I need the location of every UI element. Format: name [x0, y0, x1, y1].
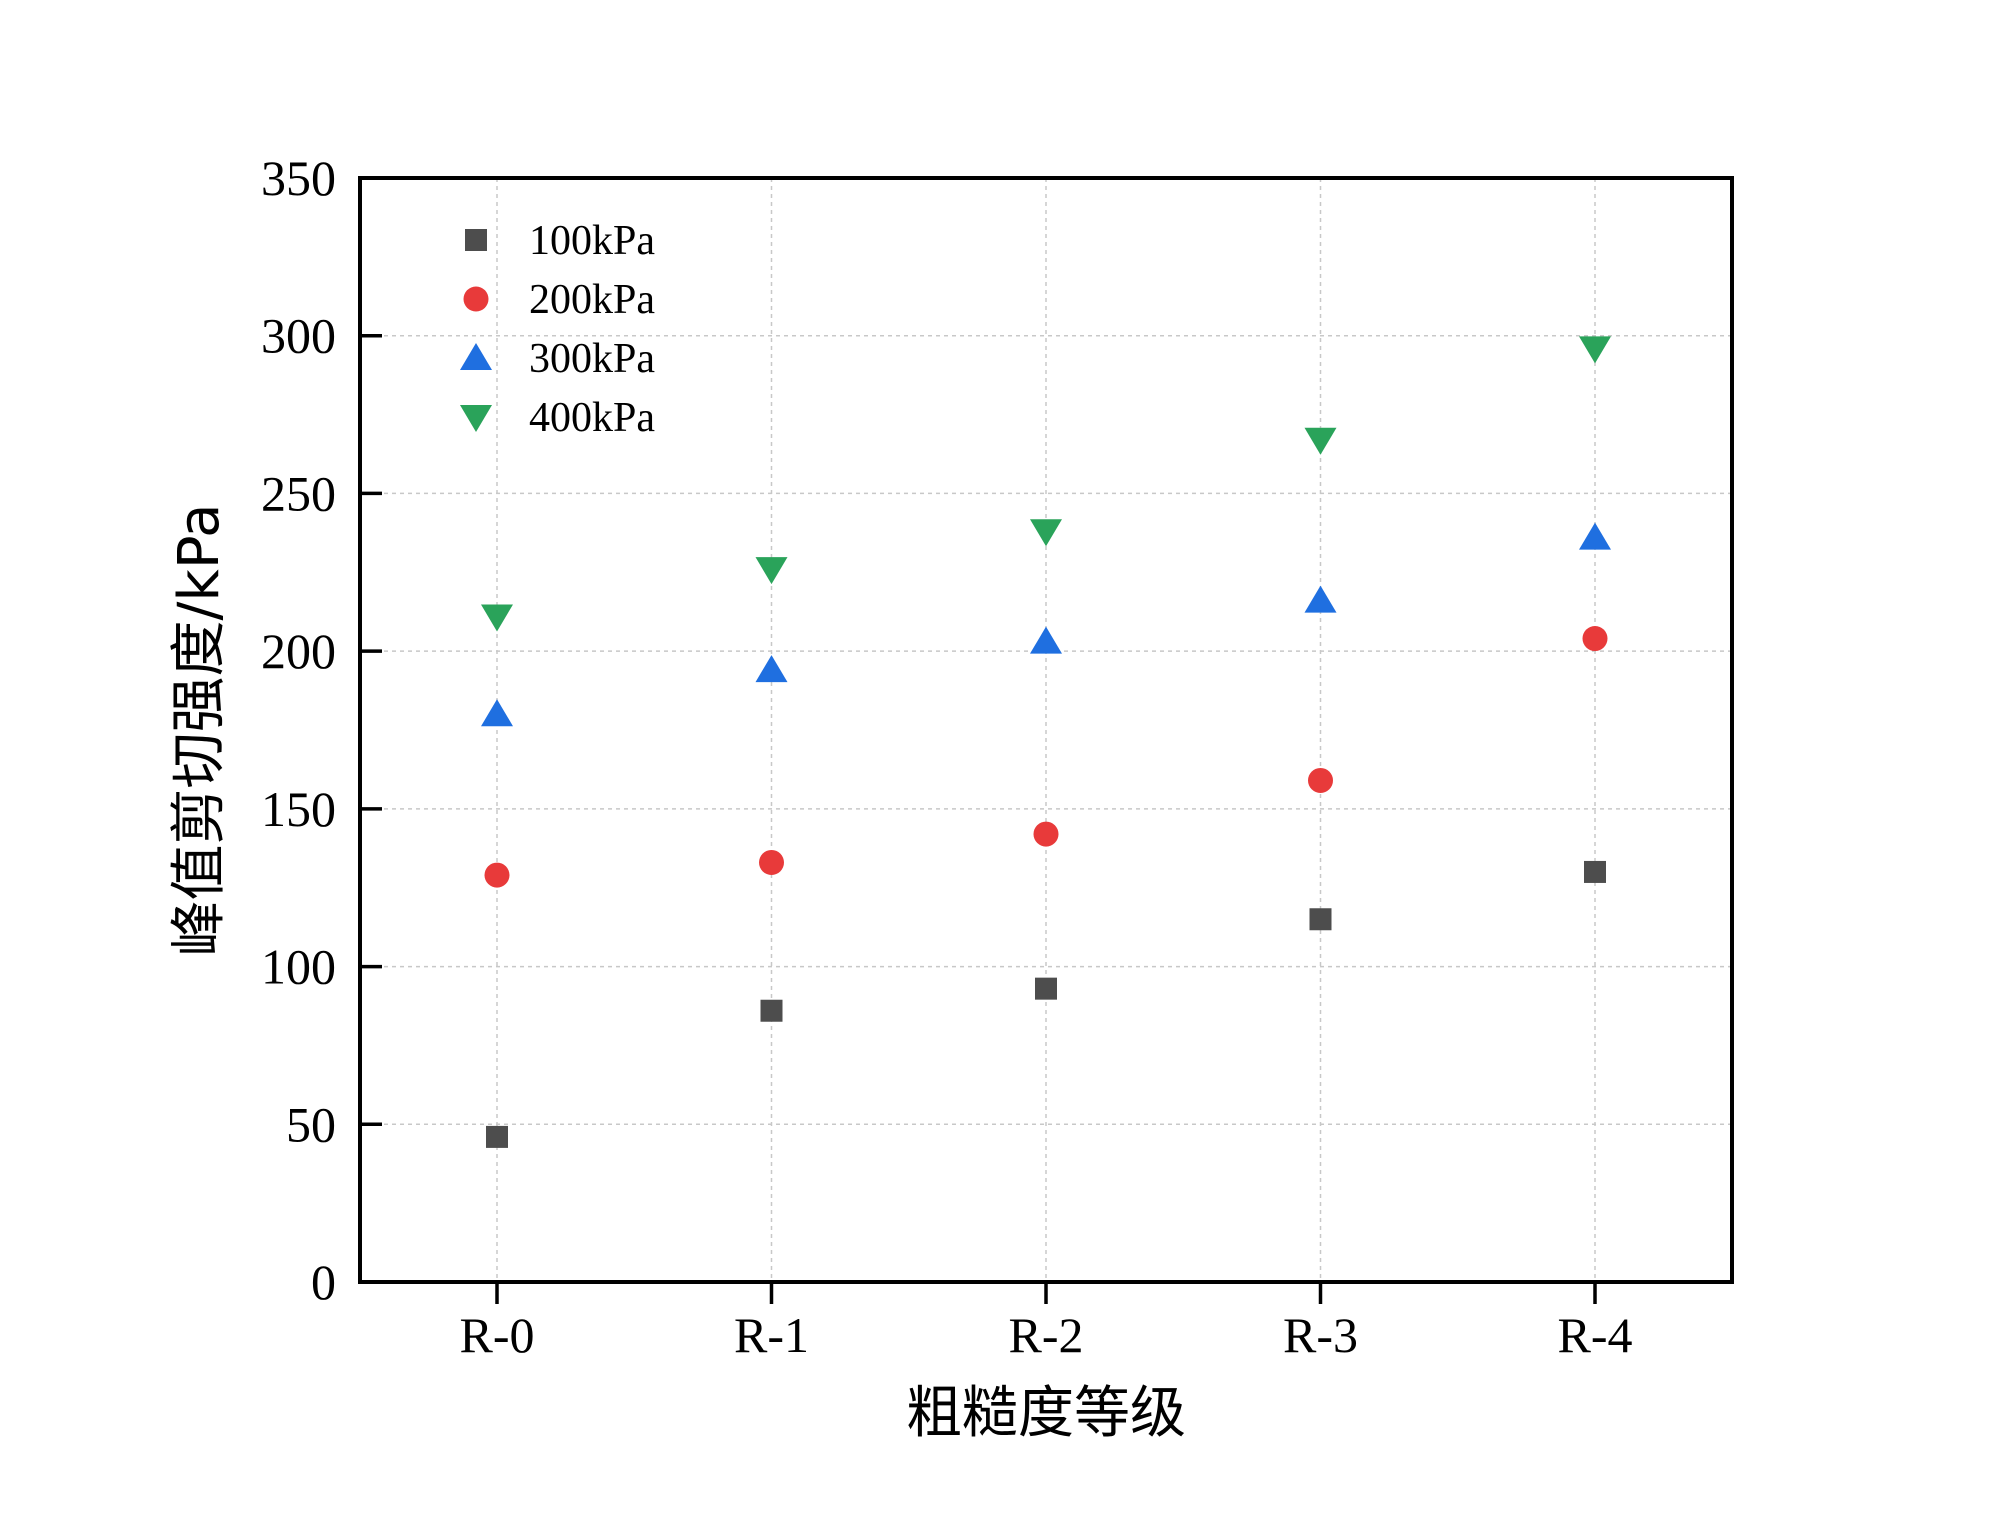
data-point-400kpa-r-0 [481, 604, 513, 632]
data-point-300kpa-r-0 [481, 699, 513, 727]
marker-layer [481, 336, 1611, 1148]
legend-marker-100kpa [465, 229, 487, 251]
data-point-100kpa-r-0 [486, 1125, 508, 1148]
legend-entry-100kpa: 100kPa [465, 218, 655, 264]
legend-label: 100kPa [529, 218, 655, 264]
data-point-400kpa-r-1 [755, 557, 788, 585]
x-tick-label-r-2: R-2 [1009, 1307, 1084, 1363]
y-axis-title: 峰值剪切强度/kPa [167, 504, 232, 957]
data-point-100kpa-r-1 [760, 999, 783, 1022]
x-axis-title: 粗糙度等级 [906, 1381, 1186, 1446]
y-tick-label: 50 [286, 1096, 336, 1152]
y-tick-label: 250 [261, 465, 336, 521]
y-tick-label: 300 [261, 308, 336, 364]
data-point-200kpa-r-1 [759, 849, 784, 875]
y-tick-label: 200 [261, 623, 336, 679]
legend-label: 200kPa [529, 277, 655, 323]
data-point-100kpa-r-4 [1584, 860, 1606, 883]
data-point-100kpa-r-3 [1309, 908, 1332, 931]
legend-label: 300kPa [529, 336, 655, 382]
legend-entry-400kpa: 400kPa [460, 395, 655, 441]
data-point-300kpa-r-4 [1579, 522, 1611, 550]
x-tick-label-r-3: R-3 [1283, 1307, 1358, 1363]
data-point-300kpa-r-2 [1030, 626, 1062, 654]
data-point-300kpa-r-3 [1304, 585, 1337, 613]
legend-marker-400kpa [460, 405, 492, 432]
x-tick-label-r-4: R-4 [1558, 1307, 1633, 1363]
data-point-200kpa-r-4 [1582, 626, 1608, 652]
legend-entry-200kpa: 200kPa [463, 277, 655, 323]
legend-marker-200kpa [463, 286, 489, 312]
y-tick-label: 100 [261, 939, 336, 995]
data-point-200kpa-r-0 [484, 862, 510, 888]
y-tick-label: 0 [311, 1254, 336, 1310]
legend-entry-300kpa: 300kPa [460, 336, 655, 382]
data-point-300kpa-r-1 [755, 655, 788, 683]
data-point-200kpa-r-3 [1308, 767, 1333, 793]
y-tick-label: 150 [261, 781, 336, 837]
x-tick-label-r-0: R-0 [460, 1307, 535, 1363]
data-point-400kpa-r-2 [1030, 519, 1062, 547]
data-point-100kpa-r-2 [1035, 977, 1057, 1000]
tick-layer: 0 50 100 150 200 250 300 350 R-0 R-1 R-2 R-3 R-4 [261, 150, 1633, 1363]
legend-label: 400kPa [529, 395, 655, 441]
legend-marker-300kpa [460, 343, 492, 370]
x-tick-label-r-1: R-1 [734, 1307, 809, 1363]
data-point-200kpa-r-2 [1033, 821, 1059, 847]
data-point-400kpa-r-3 [1304, 427, 1337, 455]
legend: 100kPa 200kPa 300kPa 400kPa [460, 218, 655, 441]
data-point-400kpa-r-4 [1579, 336, 1611, 364]
y-tick-label: 350 [261, 150, 336, 206]
